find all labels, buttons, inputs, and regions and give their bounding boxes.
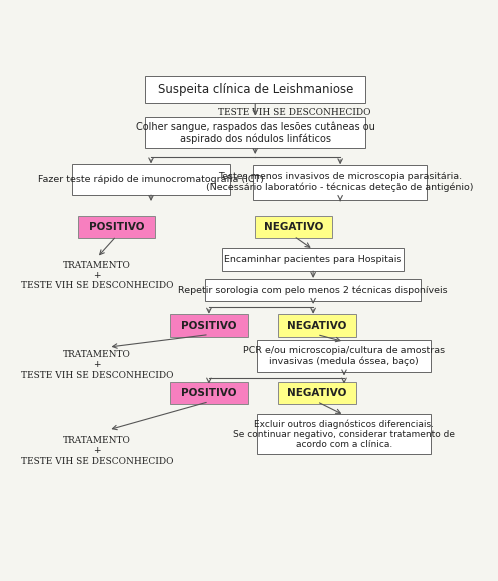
Text: TRATAMENTO
+
TESTE VIH SE DESCONHECIDO: TRATAMENTO + TESTE VIH SE DESCONHECIDO <box>21 261 173 290</box>
FancyBboxPatch shape <box>253 165 427 200</box>
FancyBboxPatch shape <box>145 117 365 148</box>
FancyBboxPatch shape <box>145 77 365 103</box>
Text: Encaminhar pacientes para Hospitais: Encaminhar pacientes para Hospitais <box>225 255 402 264</box>
FancyBboxPatch shape <box>278 382 356 404</box>
Text: NEGATIVO: NEGATIVO <box>287 388 347 398</box>
FancyBboxPatch shape <box>170 382 248 404</box>
Text: Repetir sorologia com pelo menos 2 técnicas disponíveis: Repetir sorologia com pelo menos 2 técni… <box>178 285 448 295</box>
FancyBboxPatch shape <box>255 216 333 238</box>
FancyBboxPatch shape <box>257 340 431 372</box>
Text: POSITIVO: POSITIVO <box>89 222 144 232</box>
Text: Fazer teste rápido de imunocromatografia (ICT): Fazer teste rápido de imunocromatografia… <box>38 175 264 184</box>
Text: Excluir outros diagnósticos diferenciais.
Se continuar negativo, considerar trat: Excluir outros diagnósticos diferenciais… <box>233 419 455 450</box>
Text: TRATAMENTO
+
TESTE VIH SE DESCONHECIDO: TRATAMENTO + TESTE VIH SE DESCONHECIDO <box>21 436 173 466</box>
Text: Suspeita clínica de Leishmaniose: Suspeita clínica de Leishmaniose <box>157 83 353 96</box>
Text: PCR e/ou microscopia/cultura de amostras
invasivas (medula óssea, baço): PCR e/ou microscopia/cultura de amostras… <box>243 346 445 366</box>
FancyBboxPatch shape <box>257 414 431 454</box>
Text: POSITIVO: POSITIVO <box>181 388 237 398</box>
FancyBboxPatch shape <box>223 248 404 271</box>
FancyBboxPatch shape <box>170 314 248 337</box>
FancyBboxPatch shape <box>278 314 356 337</box>
Text: POSITIVO: POSITIVO <box>181 321 237 331</box>
Text: NEGATIVO: NEGATIVO <box>264 222 324 232</box>
Text: TRATAMENTO
+
TESTE VIH SE DESCONHECIDO: TRATAMENTO + TESTE VIH SE DESCONHECIDO <box>21 350 173 380</box>
FancyBboxPatch shape <box>205 279 421 301</box>
Text: TESTE VIH SE DESCONHECIDO: TESTE VIH SE DESCONHECIDO <box>218 107 370 117</box>
FancyBboxPatch shape <box>72 164 230 195</box>
Text: NEGATIVO: NEGATIVO <box>287 321 347 331</box>
FancyBboxPatch shape <box>78 216 155 238</box>
Text: Testes menos invasivos de microscopia parasitária.
(Necessário laboratório - téc: Testes menos invasivos de microscopia pa… <box>206 173 474 192</box>
Text: Colher sangue, raspados das lesões cutâneas ou
aspirado dos nódulos linfáticos: Colher sangue, raspados das lesões cutân… <box>136 121 374 144</box>
